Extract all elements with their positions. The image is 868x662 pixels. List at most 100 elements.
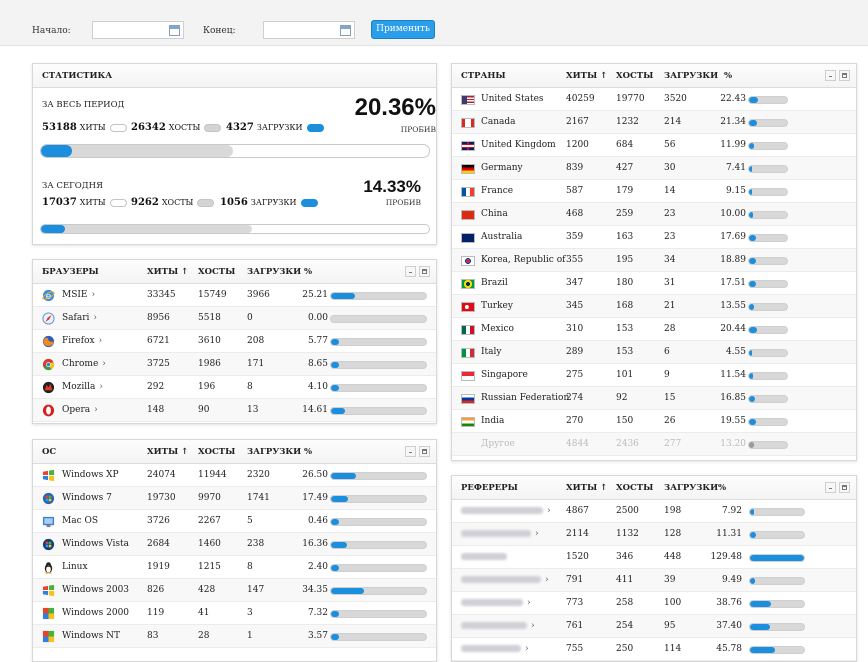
row-name[interactable]: Opera › [62, 405, 98, 415]
table-row[interactable]: India 270 150 26 19.55 [452, 410, 856, 433]
chevron-right-icon[interactable]: › [93, 313, 98, 323]
table-row[interactable]: Mexico 310 153 28 20.44 [452, 318, 856, 341]
row-name[interactable]: Windows 2000 [62, 608, 129, 618]
table-row[interactable]: Chrome › 3725 1986 171 8.65 [33, 353, 436, 376]
table-row[interactable]: › 755 250 114 45.78 [452, 638, 856, 661]
calendar-icon[interactable] [169, 25, 180, 36]
column-loads[interactable]: ЗАГРУЗКИ [664, 71, 719, 81]
row-name[interactable]: › [461, 529, 539, 539]
row-name[interactable]: Brazil [481, 278, 508, 288]
maximize-icon[interactable] [839, 70, 850, 81]
maximize-icon[interactable] [419, 266, 430, 277]
row-name[interactable]: Linux [62, 562, 88, 572]
table-row[interactable]: Canada 2167 1232 214 21.34 [452, 111, 856, 134]
column-hosts[interactable]: ХОСТЫ [198, 267, 236, 277]
table-row[interactable]: › 773 258 100 38.76 [452, 592, 856, 615]
row-name[interactable]: Singapore [481, 370, 528, 380]
column-percent[interactable]: % [304, 447, 313, 457]
table-row[interactable]: France 587 179 14 9.15 [452, 180, 856, 203]
row-name[interactable]: Другое [481, 439, 515, 449]
row-name[interactable] [461, 552, 507, 562]
minimize-icon[interactable] [405, 266, 416, 277]
row-name[interactable]: Windows 7 [62, 493, 112, 503]
minimize-icon[interactable] [825, 482, 836, 493]
row-name[interactable]: › [461, 621, 535, 631]
row-name[interactable]: MSIE › [62, 290, 95, 300]
column-hits-sort[interactable]: ХИТЫ ↑ [147, 447, 189, 457]
table-row[interactable]: Windows 2000 119 41 3 7.32 [33, 602, 436, 625]
table-row[interactable]: Italy 289 153 6 4.55 [452, 341, 856, 364]
table-row[interactable]: Turkey 345 168 21 13.55 [452, 295, 856, 318]
row-name[interactable]: Safari › [62, 313, 97, 323]
row-name[interactable]: Germany [481, 163, 523, 173]
column-percent[interactable]: % [724, 71, 733, 81]
chevron-right-icon[interactable]: › [102, 359, 106, 369]
chevron-right-icon[interactable]: › [535, 529, 539, 539]
row-name[interactable]: India [481, 416, 504, 426]
end-date-input[interactable] [263, 21, 355, 39]
apply-button[interactable]: Применить [371, 20, 435, 39]
table-row[interactable]: › 2114 1132 128 11.31 [452, 523, 856, 546]
maximize-icon[interactable] [839, 482, 850, 493]
maximize-icon[interactable] [419, 446, 430, 457]
row-name[interactable]: China [481, 209, 508, 219]
chevron-right-icon[interactable]: › [545, 575, 549, 585]
table-row[interactable]: Windows 2003 826 428 147 34.35 [33, 579, 436, 602]
table-row[interactable]: Safari › 8956 5518 0 0.00 [33, 307, 436, 330]
row-name[interactable]: Italy [481, 347, 502, 357]
column-percent[interactable]: % [718, 483, 727, 493]
minimize-icon[interactable] [825, 70, 836, 81]
table-row[interactable]: e MSIE › 33345 15749 3966 25.21 [33, 284, 436, 307]
column-hosts[interactable]: ХОСТЫ [616, 483, 654, 493]
row-name[interactable]: Korea, Republic of [481, 255, 565, 265]
table-row[interactable]: Germany 839 427 30 7.41 [452, 157, 856, 180]
row-name[interactable]: Mexico [481, 324, 514, 334]
row-name[interactable]: Windows Vista [62, 539, 129, 549]
table-row[interactable]: Korea, Republic of 355 195 34 18.89 [452, 249, 856, 272]
table-row[interactable]: Windows 7 19730 9970 1741 17.49 [33, 487, 436, 510]
table-row[interactable]: Linux 1919 1215 8 2.40 [33, 556, 436, 579]
table-row[interactable]: Windows Vista 2684 1460 238 16.36 [33, 533, 436, 556]
row-name[interactable]: Firefox › [62, 336, 102, 346]
column-hits-sort[interactable]: ХИТЫ ↑ [147, 267, 189, 277]
column-hosts[interactable]: ХОСТЫ [198, 447, 236, 457]
row-name[interactable]: Canada [481, 117, 516, 127]
chevron-right-icon[interactable]: › [94, 405, 98, 415]
row-name[interactable]: › [461, 644, 529, 654]
chevron-right-icon[interactable]: › [547, 506, 551, 516]
table-row[interactable]: United States 40259 19770 3520 22.43 [452, 88, 856, 111]
row-name[interactable]: › [461, 506, 551, 516]
column-loads[interactable]: ЗАГРУЗКИ [247, 267, 302, 277]
table-row[interactable]: Mac OS 3726 2267 5 0.46 [33, 510, 436, 533]
table-row[interactable]: Russian Federation 274 92 15 16.85 [452, 387, 856, 410]
row-name[interactable]: Windows NT [62, 631, 120, 641]
table-row[interactable]: Windows XP 24074 11944 2320 26.50 [33, 464, 436, 487]
table-row[interactable]: › 761 254 95 37.40 [452, 615, 856, 638]
row-name[interactable]: United States [481, 94, 544, 104]
chevron-right-icon[interactable]: › [98, 336, 103, 346]
column-percent[interactable]: % [304, 267, 313, 277]
table-row[interactable]: › 4867 2500 198 7.92 [452, 500, 856, 523]
table-row[interactable]: China 468 259 23 10.00 [452, 203, 856, 226]
table-row[interactable]: Windows NT 83 28 1 3.57 [33, 625, 436, 648]
row-name[interactable]: Windows XP [62, 470, 119, 480]
table-row[interactable]: Firefox › 6721 3610 208 5.77 [33, 330, 436, 353]
table-row[interactable]: United Kingdom 1200 684 56 11.99 [452, 134, 856, 157]
table-row[interactable]: Opera › 148 90 13 14.61 [33, 399, 436, 422]
row-name[interactable]: › [461, 575, 549, 585]
column-loads[interactable]: ЗАГРУЗКИ [664, 483, 719, 493]
row-name[interactable]: Turkey [481, 301, 513, 311]
table-row[interactable]: Mozilla › 292 196 8 4.10 [33, 376, 436, 399]
start-date-input[interactable] [92, 21, 184, 39]
row-name[interactable]: Windows 2003 [62, 585, 129, 595]
row-name[interactable]: Mac OS [62, 516, 98, 526]
row-name[interactable]: Russian Federation [481, 393, 569, 403]
column-hits-sort[interactable]: ХИТЫ ↑ [566, 71, 608, 81]
row-name[interactable]: United Kingdom [481, 140, 556, 150]
minimize-icon[interactable] [405, 446, 416, 457]
table-row[interactable]: Brazil 347 180 31 17.51 [452, 272, 856, 295]
table-row[interactable]: Singapore 275 101 9 11.54 [452, 364, 856, 387]
row-name[interactable]: Mozilla › [62, 382, 103, 392]
chevron-right-icon[interactable]: › [91, 290, 96, 300]
chevron-right-icon[interactable]: › [531, 621, 535, 631]
